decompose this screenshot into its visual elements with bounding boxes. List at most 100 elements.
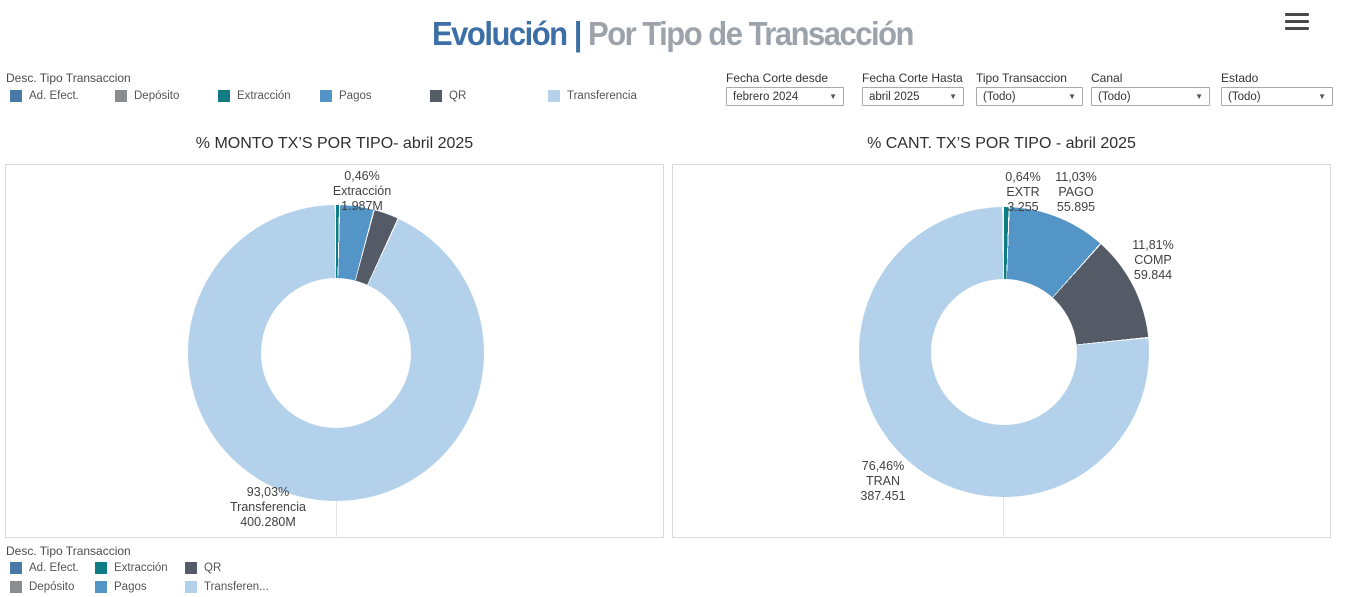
legend-swatch-extraccion	[95, 562, 107, 574]
slice-pct: 93,03%	[246, 485, 290, 499]
legend-swatch-deposito	[115, 90, 127, 102]
legend-top-title: Desc. Tipo Transaccion	[6, 71, 131, 85]
legend-label: Ad. Efect.	[29, 562, 79, 574]
filter-label-fecha-hasta: Fecha Corte Hasta	[862, 71, 963, 85]
menu-bar	[1285, 20, 1309, 23]
monto-donut-chart[interactable]	[188, 205, 484, 501]
slice-label-tran: 76,46% TRAN 387.451	[860, 459, 905, 504]
filter-value: (Todo)	[1228, 90, 1261, 103]
cant-chart-title: % CANT. TX’S POR TIPO - abril 2025	[867, 135, 1136, 152]
slice-label-pago: 11,03% PAGO 55.895	[1055, 170, 1096, 215]
slice-value: 1.987M	[341, 199, 383, 213]
filter-dropdown-canal[interactable]: (Todo) ▼	[1091, 87, 1210, 106]
legend-item-transferencia[interactable]: Transferen...	[185, 581, 269, 593]
chevron-down-icon: ▼	[949, 92, 957, 101]
legend-swatch-transferencia	[185, 581, 197, 593]
legend-item-qr[interactable]: QR	[430, 90, 466, 102]
slice-name: COMP	[1134, 253, 1172, 267]
legend-swatch-qr	[430, 90, 442, 102]
chevron-down-icon: ▼	[1195, 92, 1203, 101]
cant-donut-chart[interactable]	[859, 207, 1149, 497]
legend-label: Transferen...	[204, 581, 269, 593]
slice-name: EXTR	[1006, 185, 1040, 199]
legend-swatch-qr	[185, 562, 197, 574]
slice-value: 387.451	[860, 489, 906, 503]
slice-label-transferencia: 93,03% Transferencia 400.280M	[230, 485, 306, 530]
slice-value: 59.844	[1133, 268, 1173, 282]
filter-value: febrero 2024	[733, 90, 799, 103]
legend-label: Depósito	[29, 581, 75, 593]
slice-pct: 11,81%	[1132, 238, 1174, 252]
page-title-secondary: Por Tipo de Transacción	[580, 14, 914, 53]
slice-pct: 0,46%	[344, 169, 380, 183]
slice-name: Transferencia	[230, 500, 306, 514]
filter-value: (Todo)	[983, 90, 1016, 103]
filter-value: (Todo)	[1098, 90, 1131, 103]
legend-label: QR	[449, 90, 467, 102]
legend-item-ad-efect[interactable]: Ad. Efect.	[10, 90, 79, 102]
monto-chart-title: % MONTO TX’S POR TIPO- abril 2025	[195, 135, 474, 152]
legend-label: QR	[204, 562, 222, 574]
axis-line	[1003, 496, 1004, 538]
slice-label-extr: 0,64% EXTR 3.255	[1005, 170, 1040, 215]
legend-swatch-ad-efect	[10, 562, 22, 574]
chevron-down-icon: ▼	[1068, 92, 1076, 101]
donut-hole	[261, 278, 411, 428]
filter-dropdown-fecha-desde[interactable]: febrero 2024 ▼	[726, 87, 844, 106]
slice-value: 400.280M	[240, 515, 296, 529]
axis-line	[336, 499, 337, 538]
legend-item-qr[interactable]: QR	[185, 562, 221, 574]
legend-label: Transferencia	[567, 90, 637, 102]
legend-item-pagos[interactable]: Pagos	[95, 581, 147, 593]
cant-chart-panel: 0,64% EXTR 3.255 11,03% PAGO 55.895 11,8…	[672, 164, 1331, 538]
menu-bar	[1285, 27, 1309, 30]
slice-value: 3.255	[1007, 200, 1039, 214]
page-title: Evolución | Por Tipo de Transacción	[0, 15, 1345, 54]
legend-item-pagos[interactable]: Pagos	[320, 90, 372, 102]
legend-item-extraccion[interactable]: Extracción	[95, 562, 168, 574]
slice-pct: 11,03%	[1055, 170, 1097, 184]
slice-name: PAGO	[1058, 185, 1094, 199]
menu-bar	[1285, 13, 1309, 16]
legend-label: Depósito	[134, 90, 180, 102]
legend-label: Extracción	[237, 90, 291, 102]
legend-item-transferencia[interactable]: Transferencia	[548, 90, 637, 102]
filter-dropdown-tipo-transaccion[interactable]: (Todo) ▼	[976, 87, 1083, 106]
page-title-primary: Evolución |	[431, 14, 582, 53]
hamburger-menu-icon[interactable]	[1285, 13, 1309, 30]
slice-name: Extracción	[332, 184, 392, 198]
legend-swatch-deposito	[10, 581, 22, 593]
legend-swatch-transferencia	[548, 90, 560, 102]
legend-item-ad-efect[interactable]: Ad. Efect.	[10, 562, 79, 574]
chevron-down-icon: ▼	[1318, 92, 1326, 101]
filter-label-tipo-transaccion: Tipo Transaccion	[976, 71, 1067, 85]
legend-swatch-pagos	[320, 90, 332, 102]
filter-value: abril 2025	[869, 90, 920, 103]
filter-label-canal: Canal	[1091, 71, 1123, 85]
donut-hole	[931, 279, 1077, 425]
slice-label-comp: 11,81% COMP 59.844	[1132, 238, 1173, 283]
filter-dropdown-estado[interactable]: (Todo) ▼	[1221, 87, 1333, 106]
legend-swatch-extraccion	[218, 90, 230, 102]
filter-label-estado: Estado	[1221, 71, 1259, 85]
slice-pct: 76,46%	[861, 459, 905, 473]
legend-label: Pagos	[114, 581, 147, 593]
monto-chart-panel: 0,46% Extracción 1.987M 93,03% Transfere…	[5, 164, 664, 538]
legend-label: Pagos	[339, 90, 372, 102]
legend-swatch-ad-efect	[10, 90, 22, 102]
slice-name: TRAN	[865, 474, 901, 488]
slice-label-extraccion: 0,46% Extracción 1.987M	[333, 169, 391, 214]
legend-item-extraccion[interactable]: Extracción	[218, 90, 291, 102]
legend-item-deposito[interactable]: Depósito	[115, 90, 179, 102]
slice-value: 55.895	[1056, 200, 1096, 214]
legend-item-deposito[interactable]: Depósito	[10, 581, 74, 593]
chevron-down-icon: ▼	[829, 92, 837, 101]
legend-bottom-title: Desc. Tipo Transaccion	[6, 544, 131, 558]
legend-swatch-pagos	[95, 581, 107, 593]
filter-label-fecha-desde: Fecha Corte desde	[726, 71, 829, 85]
legend-label: Extracción	[114, 562, 168, 574]
filter-dropdown-fecha-hasta[interactable]: abril 2025 ▼	[862, 87, 964, 106]
legend-label: Ad. Efect.	[29, 90, 79, 102]
slice-pct: 0,64%	[1005, 170, 1041, 184]
